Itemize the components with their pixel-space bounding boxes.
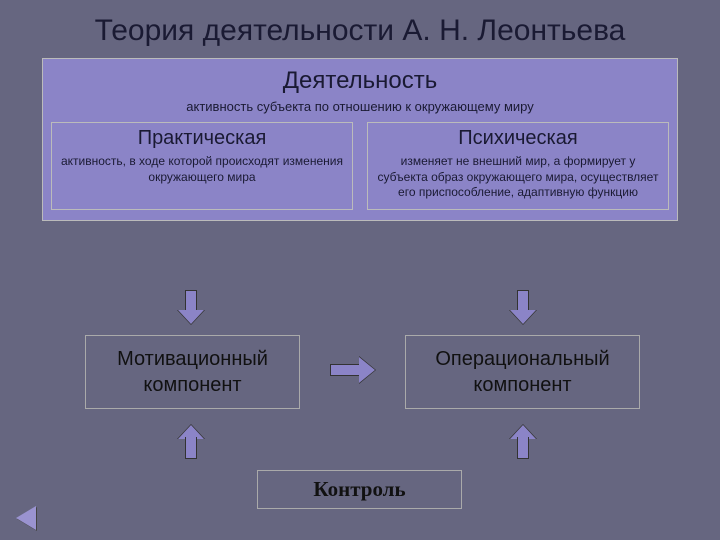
slide-title: Теория деятельности А. Н. Леонтьева bbox=[0, 0, 720, 58]
arrow-right-icon bbox=[330, 357, 376, 383]
arrow-up-icon bbox=[510, 425, 536, 459]
practical-box: Практическая активность, в ходе которой … bbox=[51, 122, 353, 210]
operational-component-box: Операциональный компонент bbox=[405, 335, 640, 409]
practical-sub: активность, в ходе которой происходят из… bbox=[58, 154, 346, 185]
back-nav-icon[interactable] bbox=[16, 506, 36, 530]
practical-head: Практическая bbox=[58, 127, 346, 150]
psychic-sub: изменяет не внешний мир, а формирует у с… bbox=[374, 154, 662, 201]
psychic-head: Психическая bbox=[374, 127, 662, 150]
activity-panel: Деятельность активность субъекта по отно… bbox=[42, 58, 678, 221]
activity-head: Деятельность bbox=[51, 67, 669, 95]
psychic-box: Психическая изменяет не внешний мир, а ф… bbox=[367, 122, 669, 210]
arrow-up-icon bbox=[178, 425, 204, 459]
motivational-component-box: Мотивационный компонент bbox=[85, 335, 300, 409]
control-box: Контроль bbox=[257, 470, 462, 509]
activity-columns: Практическая активность, в ходе которой … bbox=[51, 122, 669, 210]
arrow-down-icon bbox=[510, 290, 536, 324]
activity-sub: активность субъекта по отношению к окруж… bbox=[51, 99, 669, 114]
arrow-down-icon bbox=[178, 290, 204, 324]
